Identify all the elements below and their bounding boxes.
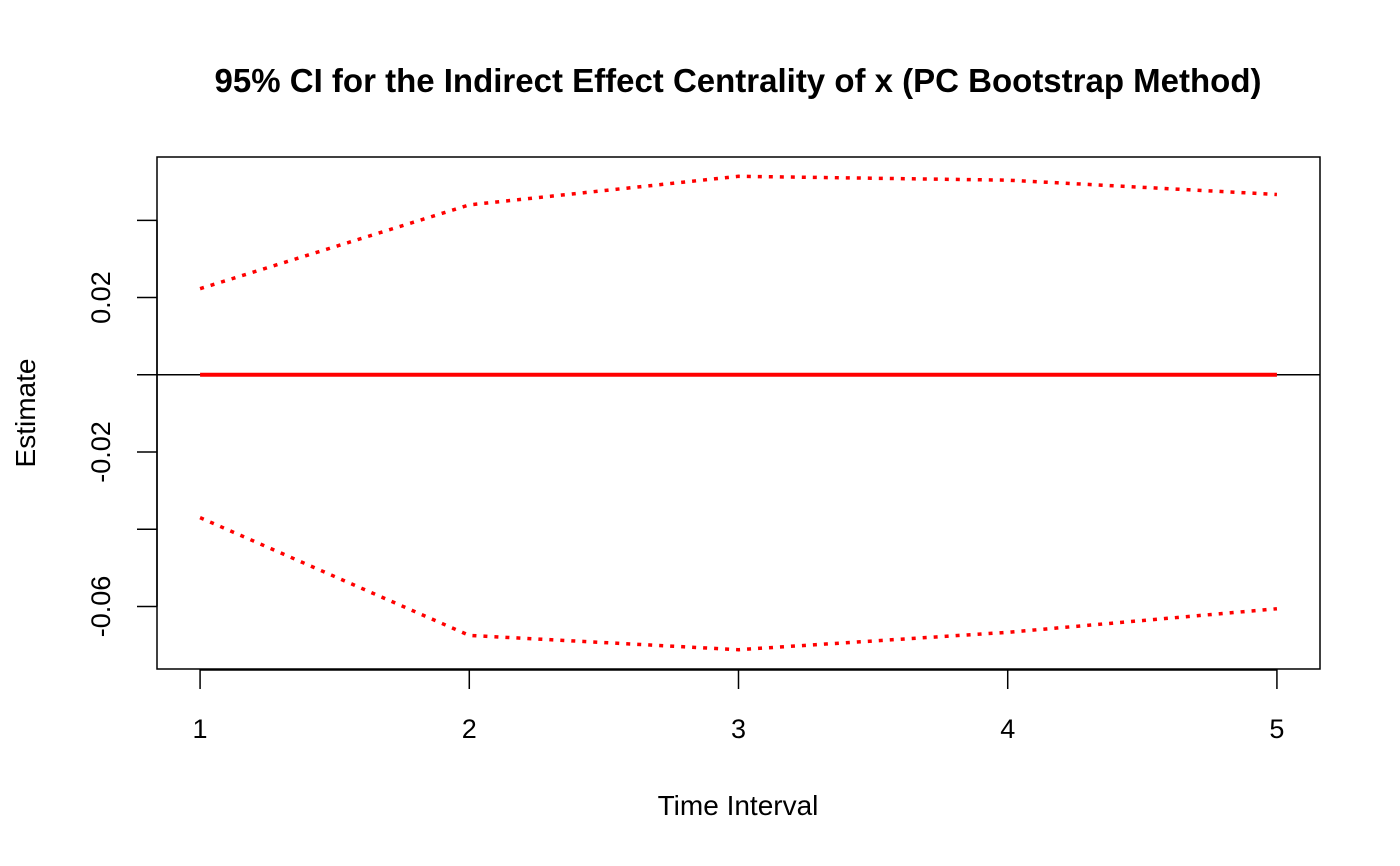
series-layer bbox=[199, 174, 1278, 652]
series-upper-line bbox=[199, 174, 1278, 291]
x-axis: 1 2 3 4 5 bbox=[193, 669, 1284, 744]
y-axis-label: Estimate bbox=[10, 359, 41, 468]
y-axis: 0.02 -0.02 -0.06 bbox=[86, 219, 158, 638]
x-tick-label: 5 bbox=[1269, 714, 1284, 744]
x-tick-label: 4 bbox=[1000, 714, 1015, 744]
y-tick-label: -0.06 bbox=[86, 576, 116, 638]
plot-area bbox=[156, 156, 1321, 670]
chart-title: 95% CI for the Indirect Effect Centralit… bbox=[215, 62, 1262, 99]
y-tick-label: 0.02 bbox=[86, 271, 116, 324]
y-tick-label: -0.02 bbox=[86, 421, 116, 483]
x-axis-label: Time Interval bbox=[658, 790, 819, 821]
x-tick-label: 2 bbox=[462, 714, 477, 744]
series-lower-line bbox=[199, 516, 1278, 652]
x-tick-label: 1 bbox=[193, 714, 208, 744]
x-tick-label: 3 bbox=[731, 714, 746, 744]
